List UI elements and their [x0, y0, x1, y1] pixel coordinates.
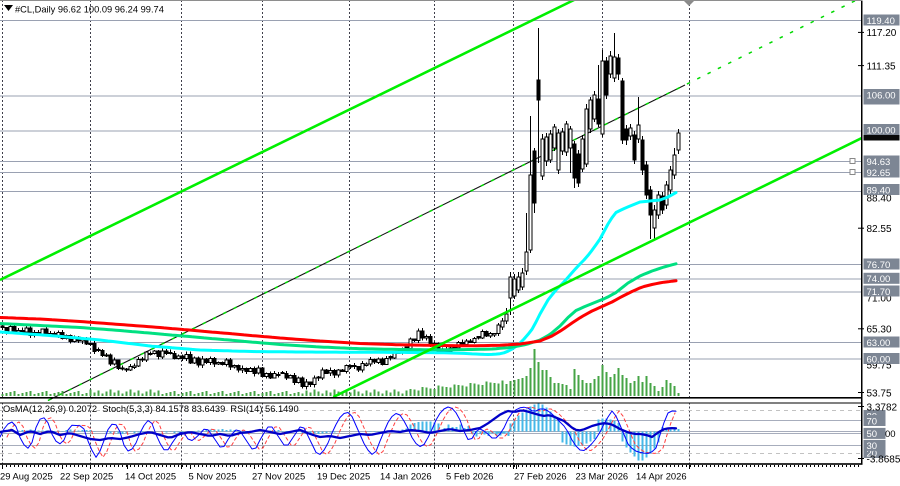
svg-text:5 Feb 2026: 5 Feb 2026 [446, 471, 493, 482]
svg-text:89.40: 89.40 [867, 185, 891, 196]
svg-text:82.55: 82.55 [867, 224, 892, 235]
svg-text:27 Nov 2025: 27 Nov 2025 [252, 471, 305, 482]
svg-text:74.00: 74.00 [867, 274, 891, 285]
svg-text:14 Apr 2026: 14 Apr 2026 [636, 471, 687, 482]
svg-text:22 Sep 2025: 22 Sep 2025 [60, 471, 113, 482]
svg-text:60.00: 60.00 [867, 354, 891, 365]
svg-text:65.30: 65.30 [867, 325, 892, 336]
svg-text:20: 20 [867, 448, 878, 459]
svg-text:63.00: 63.00 [867, 338, 891, 349]
svg-text:#CL,Daily 96.62 100.09 96.24: #CL,Daily 96.62 100.09 96.24 99.74 [15, 5, 164, 15]
svg-text:117.20: 117.20 [867, 28, 897, 39]
svg-text:71.70: 71.70 [867, 287, 891, 298]
svg-text:76.70: 76.70 [867, 260, 891, 271]
svg-text:14 Jan 2026: 14 Jan 2026 [380, 471, 432, 482]
svg-text:50: 50 [867, 429, 878, 440]
svg-text:119.40: 119.40 [867, 16, 895, 27]
svg-text:71.00: 71.00 [867, 293, 892, 304]
svg-text:106.00: 106.00 [867, 90, 896, 101]
svg-text:92.65: 92.65 [867, 168, 891, 179]
svg-text:94.63: 94.63 [867, 157, 891, 168]
svg-text:30: 30 [867, 441, 878, 452]
svg-text:100.00: 100.00 [867, 125, 896, 136]
svg-text:111.35: 111.35 [867, 61, 897, 72]
svg-text:23 Mar 2026: 23 Mar 2026 [576, 471, 629, 482]
svg-text:-3.8685: -3.8685 [867, 454, 900, 465]
svg-text:OsMA(12,26,9) 0.2072 Stoch(5,: OsMA(12,26,9) 0.2072 Stoch(5,3,3) 84.157… [3, 404, 299, 414]
svg-text:5 Nov 2025: 5 Nov 2025 [189, 471, 237, 482]
svg-text:29 Aug 2025: 29 Aug 2025 [0, 471, 53, 482]
svg-text:27 Feb 2026: 27 Feb 2026 [514, 471, 567, 482]
svg-text:53.75: 53.75 [867, 388, 892, 399]
svg-text:3.3782: 3.3782 [867, 402, 898, 413]
svg-text:59.75: 59.75 [867, 360, 892, 371]
svg-text:70: 70 [867, 416, 878, 427]
svg-text:19 Dec 2025: 19 Dec 2025 [317, 471, 370, 482]
svg-text:88.40: 88.40 [867, 193, 892, 204]
svg-text:14 Oct 2025: 14 Oct 2025 [125, 471, 176, 482]
